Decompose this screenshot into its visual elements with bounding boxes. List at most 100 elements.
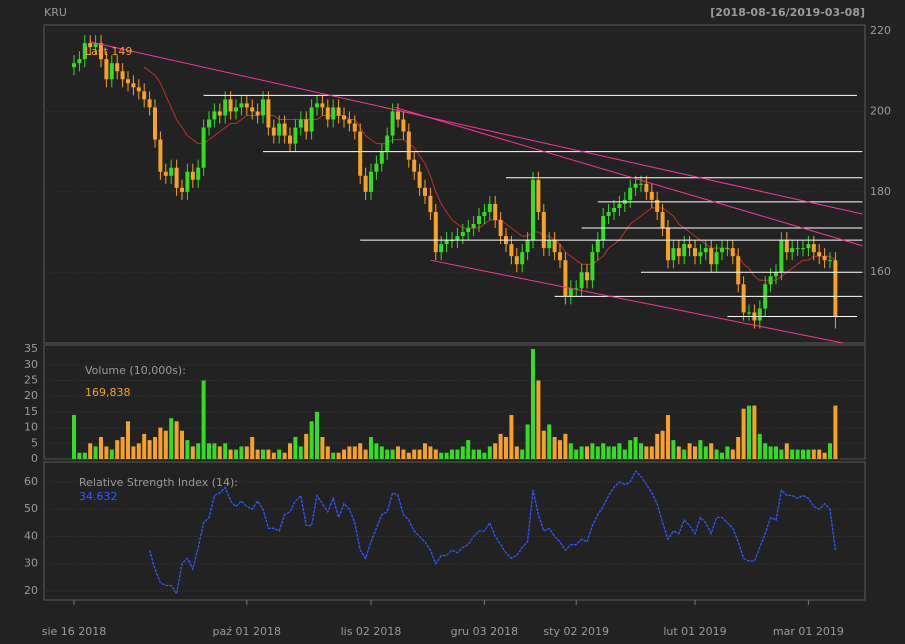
candle-body: [779, 240, 784, 273]
volume-bar: [147, 440, 152, 459]
volume-bar: [277, 449, 282, 459]
candle-body: [768, 276, 773, 285]
volume-bar: [703, 446, 708, 459]
candle-body: [498, 219, 503, 237]
volume-bar: [471, 449, 476, 459]
candle-body: [552, 240, 557, 253]
y-tick-label: 15: [24, 405, 38, 418]
trend-line: [90, 41, 863, 215]
volume-bar: [228, 449, 233, 459]
candle-body: [709, 248, 714, 265]
volume-bar: [153, 437, 157, 459]
y-tick-label: 50: [24, 502, 38, 515]
volume-bar: [757, 433, 762, 459]
candle-body: [358, 131, 363, 176]
candle-body: [563, 260, 568, 297]
volume-bar: [563, 433, 568, 459]
candle-body: [795, 248, 800, 250]
volume-bar: [450, 449, 454, 459]
volume-bar: [747, 405, 751, 459]
candle-body: [509, 244, 514, 257]
volume-bar: [423, 443, 427, 459]
candle-body: [412, 159, 417, 172]
volume-bar: [606, 446, 611, 459]
candle-body: [660, 211, 665, 229]
volume-bar: [261, 449, 265, 459]
candle-body: [147, 99, 152, 108]
volume-bar: [644, 446, 649, 459]
volume-bar: [428, 446, 433, 459]
candle-body: [828, 260, 832, 262]
x-tick-label: lut 01 2019: [663, 625, 726, 638]
volume-bar: [720, 452, 724, 459]
candle-body: [282, 123, 287, 136]
volume-bar: [363, 449, 368, 459]
volume-bar: [455, 449, 460, 459]
candle-body: [304, 119, 309, 132]
volume-bar: [255, 449, 260, 459]
volume-bar: [709, 443, 714, 459]
candle-body: [730, 248, 735, 257]
volume-bar: [163, 430, 168, 459]
candle-body: [444, 240, 449, 245]
candle-body: [82, 43, 87, 60]
volume-bar: [784, 443, 789, 459]
volume-bar: [77, 452, 82, 459]
candle-body: [811, 244, 816, 253]
candle-body: [736, 256, 741, 285]
last-value: 169,838: [85, 386, 131, 399]
y-tick-label: 5: [31, 436, 38, 449]
y-tick-label: 30: [24, 557, 38, 570]
candle-body: [693, 248, 697, 257]
candle-body: [466, 228, 471, 233]
candle-body: [244, 103, 249, 108]
candle-body: [628, 187, 633, 200]
y-tick-label: 35: [24, 342, 38, 355]
chart-title: KRU: [44, 6, 67, 19]
volume-bar: [698, 440, 703, 459]
volume-bar: [617, 443, 622, 459]
candle-body: [720, 248, 724, 253]
candle-body: [342, 115, 346, 120]
volume-bar: [331, 452, 336, 459]
volume-bar: [379, 446, 384, 459]
candle-body: [666, 228, 670, 261]
candle-body: [126, 79, 130, 84]
volume-bar: [763, 443, 768, 459]
volume-bar: [622, 449, 627, 459]
candle-body: [401, 119, 406, 132]
volume-bar: [180, 430, 184, 459]
volume-bar: [655, 433, 660, 459]
volume-bar: [390, 449, 395, 459]
volume-bar: [714, 449, 719, 459]
volume-bar: [811, 449, 816, 459]
volume-bar: [514, 446, 519, 459]
candle-body: [520, 252, 525, 265]
volume-bar: [304, 433, 309, 459]
candle-body: [817, 252, 822, 257]
volume-bar: [88, 443, 93, 459]
volume-bar: [217, 446, 222, 459]
candle-body: [239, 103, 244, 108]
volume-bar: [493, 443, 498, 459]
volume-bar: [115, 440, 120, 459]
candle-body: [833, 260, 838, 317]
volume-bar: [687, 443, 692, 459]
volume-bar: [504, 437, 508, 459]
volume-bar: [676, 446, 681, 459]
candle-body: [547, 240, 552, 249]
candle-body: [649, 191, 654, 200]
candle-body: [142, 91, 147, 100]
volume-bar: [320, 437, 325, 459]
volume-bar: [417, 449, 422, 459]
candle-body: [369, 171, 373, 192]
candle-body: [525, 240, 530, 253]
volume-bar: [730, 449, 735, 459]
candle-body: [223, 99, 228, 116]
volume-bar: [795, 449, 800, 459]
candle-body: [482, 211, 487, 216]
candle-body: [774, 272, 778, 277]
candle-body: [579, 272, 584, 289]
volume-bar: [612, 446, 616, 459]
candle-body: [77, 59, 82, 64]
